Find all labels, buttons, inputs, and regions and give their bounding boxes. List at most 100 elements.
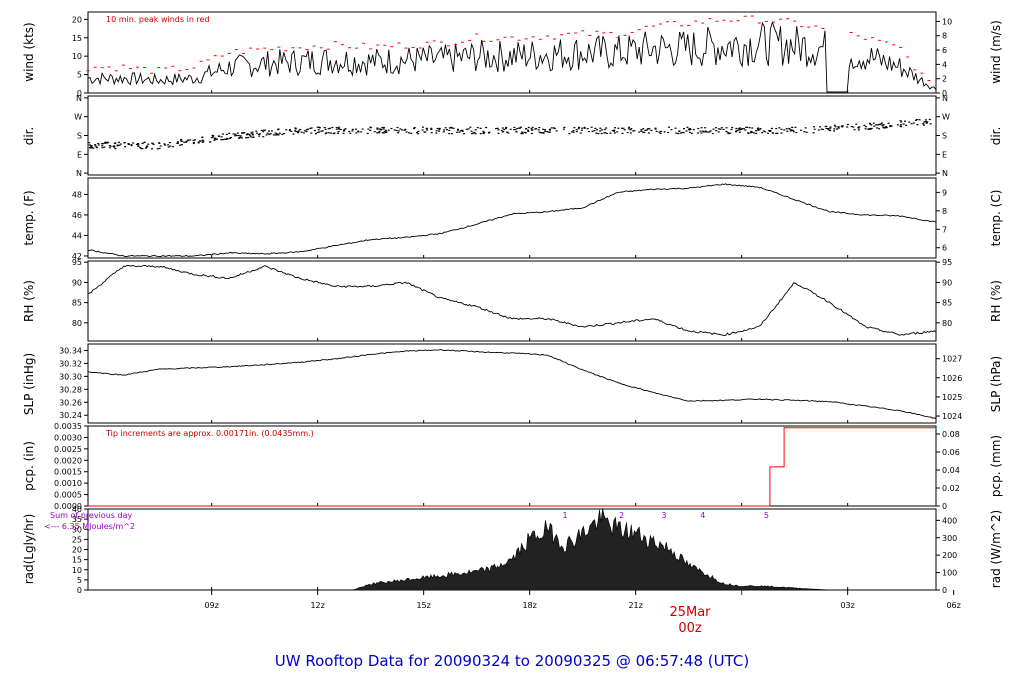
y-tick-label-right: 0.04 xyxy=(942,466,960,475)
wind-dir-point xyxy=(213,139,216,141)
wind-dir-point xyxy=(320,130,323,132)
y-tick-label-left: 85 xyxy=(72,299,82,308)
wind-dir-point xyxy=(274,134,277,136)
y-tick-label-right: 95 xyxy=(942,258,952,267)
wind-dir-point xyxy=(213,137,216,139)
wind-dir-point xyxy=(421,129,424,131)
wind-dir-point xyxy=(396,126,399,129)
wind-dir-point xyxy=(222,133,225,135)
wind-dir-point xyxy=(780,128,783,130)
wind-dir-point xyxy=(295,130,298,133)
wind-dir-point xyxy=(626,131,629,134)
wind-dir-point xyxy=(829,127,832,129)
wind-dir-point xyxy=(485,126,488,129)
wind-dir-point xyxy=(603,132,606,134)
y-tick-label-right: 6 xyxy=(942,46,947,55)
wind-dir-point xyxy=(435,132,438,134)
y-tick-label-right: 4 xyxy=(942,60,947,69)
wind-dir-point xyxy=(762,130,765,132)
wind-dir-point xyxy=(880,122,883,124)
wind-dir-point xyxy=(382,126,385,129)
wind-dir-point xyxy=(896,124,899,126)
wind-dir-point xyxy=(663,131,666,133)
wind-dir-point xyxy=(850,125,853,128)
wind-dir-point xyxy=(738,129,741,131)
wind-dir-point xyxy=(878,128,881,130)
wind-dir-point xyxy=(145,146,148,148)
wind-dir-point xyxy=(527,129,530,131)
wind-dir-point xyxy=(381,132,384,134)
wind-dir-point xyxy=(881,124,884,126)
wind-dir-point xyxy=(325,132,328,134)
y-tick-label-right: 0 xyxy=(942,89,947,98)
wind-dir-point xyxy=(682,132,685,134)
wind-dir-point xyxy=(740,128,743,130)
wind-dir-point xyxy=(873,125,876,127)
wind-dir-point xyxy=(530,132,533,135)
pcp-ylabel-left: pcp. (in) xyxy=(22,441,36,491)
wind-dir-point xyxy=(143,141,146,143)
wind-dir-point xyxy=(331,126,334,129)
wind-dir-point xyxy=(97,144,100,146)
wind-dir-point xyxy=(632,130,635,132)
wind-dir-point xyxy=(448,132,451,135)
wind-dir-point xyxy=(246,133,249,135)
wind-dir-point xyxy=(164,144,167,146)
wind-dir-point xyxy=(790,129,793,131)
wind-dir-point xyxy=(531,129,534,131)
wind-dir-point xyxy=(268,133,271,136)
wind-dir-point xyxy=(342,130,345,132)
wind-dir-point xyxy=(474,133,477,135)
wind-dir-point xyxy=(496,127,499,129)
wind-dir-point xyxy=(518,127,521,129)
wind-dir-point xyxy=(376,127,379,129)
wind-dir-point xyxy=(107,141,110,144)
wind-dir-point xyxy=(629,129,632,131)
wind-dir-point xyxy=(180,144,183,146)
wind-ylabel-right: wind (m/s) xyxy=(989,20,1003,84)
wind-dir-point xyxy=(118,141,121,143)
wind-dir-point xyxy=(423,131,426,133)
wind-dir-point xyxy=(829,126,832,128)
wind-dir-point xyxy=(575,131,578,133)
wind-dir-point xyxy=(542,132,545,134)
wind-dir-point xyxy=(473,131,476,134)
wind-dir-point xyxy=(399,128,402,130)
wind-dir-point xyxy=(837,126,840,128)
wind-dir-point xyxy=(681,131,684,134)
wind-dir-point xyxy=(262,136,265,138)
y-tick-label-left: 35 xyxy=(72,515,82,524)
wind-dir-point xyxy=(587,130,590,133)
wind-dir-point xyxy=(305,130,308,133)
y-tick-label-right: 200 xyxy=(942,551,957,560)
wind-dir-point xyxy=(750,130,753,133)
wind-dir-point xyxy=(197,141,200,143)
wind-dir-point xyxy=(185,141,188,143)
wind-dir-point xyxy=(202,140,205,142)
wind-dir-point xyxy=(900,124,903,126)
wind-dir-point xyxy=(332,133,335,135)
wind-dir-point xyxy=(711,132,714,135)
wind-dir-point xyxy=(189,139,192,141)
wind-dir-point xyxy=(579,132,582,134)
panel-slp-frame xyxy=(87,343,937,424)
y-tick-label-left: 90 xyxy=(72,278,82,287)
wind-dir-point xyxy=(757,127,760,129)
y-tick-label-right: 90 xyxy=(942,278,952,287)
wind-dir-point xyxy=(373,131,376,133)
rad-hour-marker: 3 xyxy=(661,511,666,520)
wind-dir-point xyxy=(327,128,330,130)
wind-dir-point xyxy=(307,128,310,130)
wind-dir-point xyxy=(709,130,712,132)
wind-dir-point xyxy=(315,133,318,135)
wind-dir-point xyxy=(853,129,856,131)
wind-dir-point xyxy=(604,132,607,134)
wind-annotation: 10 min. peak winds in red xyxy=(106,15,210,24)
wind-dir-point xyxy=(688,128,691,130)
wind-dir-point xyxy=(176,142,179,144)
y-tick-label-left: 30.24 xyxy=(59,411,82,420)
wind-dir-point xyxy=(890,125,893,127)
wind-dir-point xyxy=(767,132,770,134)
wind-dir-point xyxy=(868,128,871,130)
